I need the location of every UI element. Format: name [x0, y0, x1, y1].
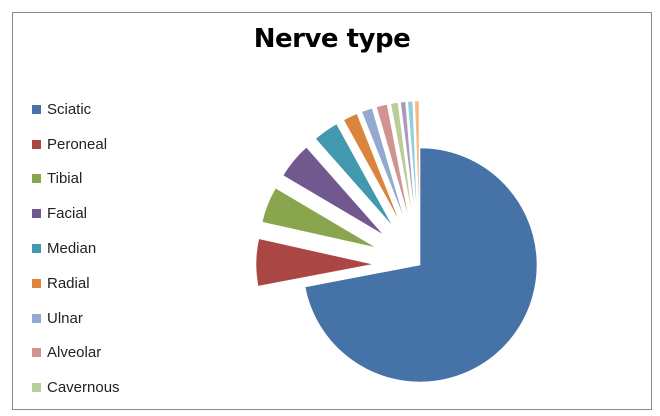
legend-swatch: [32, 209, 41, 219]
legend-swatch: [32, 313, 41, 323]
legend-label: Tibial: [47, 170, 83, 188]
legend-item: Tibial: [32, 162, 120, 197]
chart-area: [12, 12, 652, 410]
pie-slice-tibial: [261, 187, 377, 248]
legend-swatch: [32, 278, 41, 288]
legend-swatch: [32, 104, 41, 114]
legend-label: Cavernous: [47, 379, 120, 397]
legend-label: Radial: [47, 274, 90, 292]
legend-label: Alveolar: [47, 344, 102, 362]
pie-slice-sciatic: [304, 147, 538, 383]
legend-swatch: [32, 174, 41, 184]
legend-item: Alveolar: [32, 336, 120, 371]
legend-item: Peroneal: [32, 127, 120, 162]
pie-slice-peroneal: [255, 238, 374, 287]
pie-slice-unlabeled: [414, 100, 420, 219]
legend-label: Sciatic: [47, 100, 92, 118]
legend-item: Radial: [32, 266, 120, 301]
legend-swatch: [32, 244, 41, 254]
pie-slice-facial: [282, 146, 385, 236]
chart-legend: Sciatic Peroneal Tibial Facial Median Radial U…: [32, 92, 120, 405]
legend-label: Ulnar: [47, 309, 83, 327]
legend-item: Cavernous: [32, 370, 120, 405]
legend-label: Peroneal: [47, 135, 108, 153]
legend-swatch: [32, 348, 41, 358]
pie-slice-unlabeled: [407, 100, 418, 219]
legend-item: Sciatic: [32, 92, 120, 127]
legend-item: Ulnar: [32, 301, 120, 336]
pie-slice-alveolar: [376, 104, 410, 220]
pie-slice-unlabeled: [400, 101, 416, 219]
legend-item: Median: [32, 231, 120, 266]
pie-slice-cavernous: [390, 102, 413, 219]
legend-label: Facial: [47, 205, 88, 223]
pie-slice-ulnar: [361, 107, 406, 221]
legend-label: Median: [47, 240, 97, 258]
legend-item: Facial: [32, 196, 120, 231]
pie-slice-median: [315, 123, 394, 227]
pie-slice-radial: [343, 113, 401, 223]
legend-swatch: [32, 139, 41, 149]
legend-swatch: [32, 383, 41, 393]
chart-title: Nerve type: [253, 24, 411, 54]
